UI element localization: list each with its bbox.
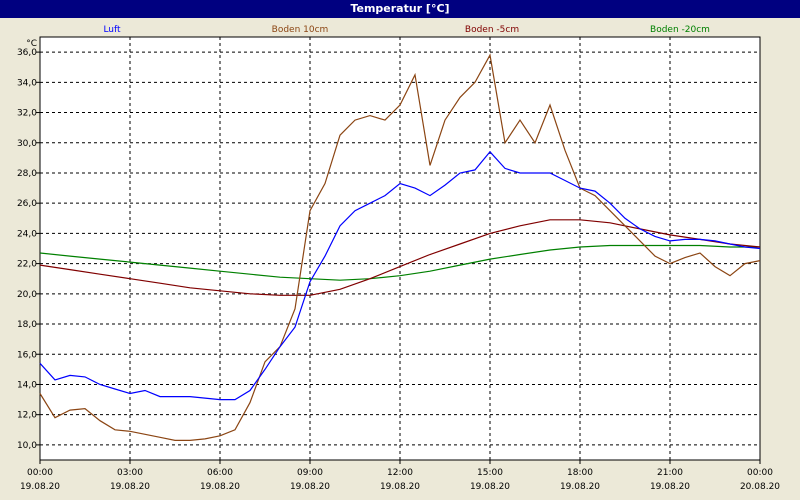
y-tick-label: 32,0 — [17, 109, 37, 119]
legend-boden-5cm: Boden -5cm — [465, 25, 519, 35]
series-line-boden-10cm — [39, 53, 761, 441]
y-tick-label: 34,0 — [17, 78, 37, 88]
series-line-luft — [39, 150, 761, 401]
x-tick-time: 21:00 — [657, 468, 683, 478]
y-tick-label: 20,0 — [17, 290, 37, 300]
y-tick-label: 18,0 — [17, 320, 37, 330]
x-tick-time: 18:00 — [567, 468, 593, 478]
legend-boden-10cm: Boden 10cm — [272, 25, 329, 35]
temperature-chart: 10,0 12,0 14,0 16,0 18,0 20,0 22,0 24,0 26,0 28,0… — [17, 25, 780, 492]
x-tick-date: 19.08.20 — [200, 482, 240, 492]
y-tick-label: 30,0 — [17, 139, 37, 149]
x-tick-time: 03:00 — [117, 468, 143, 478]
x-tick-date: 19.08.20 — [20, 482, 60, 492]
x-tick-time: 00:00 — [27, 468, 53, 478]
x-tick-date: 19.08.20 — [380, 482, 420, 492]
x-tick-date: 19.08.20 — [560, 482, 600, 492]
y-tick-label: 10,0 — [17, 441, 37, 451]
x-tick-date: 19.08.20 — [110, 482, 150, 492]
y-tick-label: 14,0 — [17, 380, 37, 390]
x-tick-date: 19.08.20 — [470, 482, 510, 492]
x-tick-time: 06:00 — [207, 468, 233, 478]
x-tick-time: 15:00 — [477, 468, 503, 478]
y-axis-unit: °C — [26, 39, 37, 49]
y-tick-label: 16,0 — [17, 350, 37, 360]
x-tick-time: 09:00 — [297, 468, 323, 478]
y-tick-label: 24,0 — [17, 229, 37, 239]
x-tick-time: 12:00 — [387, 468, 413, 478]
chart-title: Temperatur [°C] — [0, 0, 800, 18]
y-tick-label: 26,0 — [17, 199, 37, 209]
legend-luft: Luft — [103, 25, 121, 35]
x-tick-date: 19.08.20 — [650, 482, 690, 492]
y-tick-label: 12,0 — [17, 411, 37, 421]
y-tick-label: 22,0 — [17, 260, 37, 270]
series-line-boden-20cm — [39, 244, 760, 281]
x-tick-time: 00:00 — [747, 468, 773, 478]
y-tick-label: 28,0 — [17, 169, 37, 179]
x-tick-date: 19.08.20 — [290, 482, 330, 492]
x-tick-date: 20.08.20 — [740, 482, 780, 492]
y-tick-label: 36,0 — [17, 48, 37, 58]
legend-boden-20cm: Boden -20cm — [650, 25, 710, 35]
